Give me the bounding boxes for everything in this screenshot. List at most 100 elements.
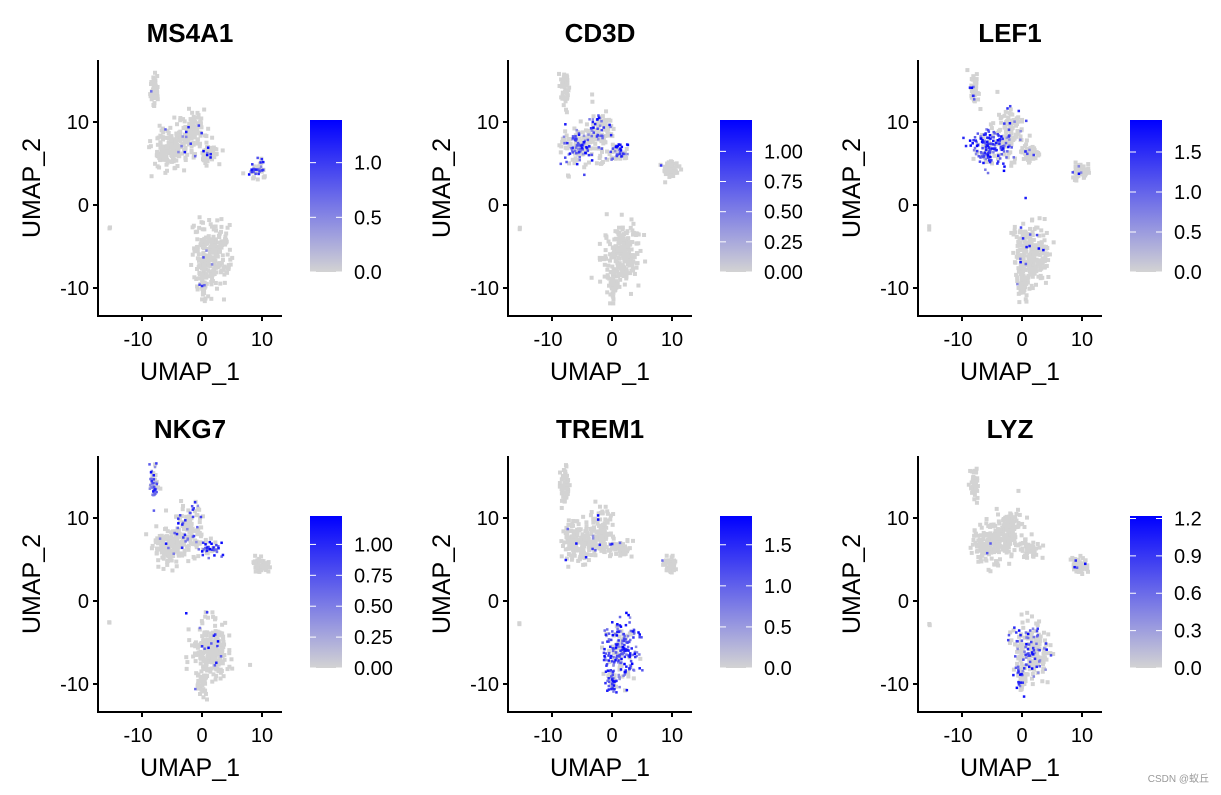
cell-point xyxy=(614,269,619,274)
cell-point xyxy=(203,633,208,638)
cell-point xyxy=(1017,629,1021,632)
cell-point xyxy=(203,691,208,696)
cell-point xyxy=(628,655,631,659)
cell-point xyxy=(182,126,187,131)
cell-point xyxy=(569,541,574,546)
cell-point xyxy=(197,683,202,688)
cell-point xyxy=(1016,673,1021,678)
cell-point xyxy=(1030,554,1035,559)
cell-point xyxy=(1024,663,1028,666)
cell-point xyxy=(196,258,201,263)
cell-point xyxy=(178,118,183,123)
cell-point xyxy=(189,533,194,538)
cell-point xyxy=(1044,642,1048,645)
cell-point xyxy=(630,228,635,233)
cell-point xyxy=(253,560,258,565)
cell-point xyxy=(624,623,628,627)
cell-point xyxy=(604,535,609,540)
cell-point xyxy=(607,680,611,684)
cell-point xyxy=(1018,684,1022,688)
cell-point xyxy=(611,282,616,287)
cell-point xyxy=(1035,623,1040,628)
cell-point xyxy=(202,642,207,647)
cell-point xyxy=(205,655,210,660)
cell-point xyxy=(196,252,201,257)
cell-point xyxy=(1037,545,1042,550)
cell-point xyxy=(973,470,978,475)
cell-point xyxy=(566,546,571,551)
cell-point xyxy=(611,541,616,546)
cell-point xyxy=(199,652,204,657)
x-tick-label: 0 xyxy=(1016,329,1027,351)
cell-point xyxy=(1051,240,1056,245)
cell-point xyxy=(1032,667,1037,672)
cell-point xyxy=(206,247,211,252)
cell-point xyxy=(1031,260,1036,265)
cell-point xyxy=(629,659,633,663)
cell-point xyxy=(1025,610,1030,615)
cell-point xyxy=(979,548,984,553)
cell-point xyxy=(256,164,261,169)
cell-point xyxy=(571,532,576,537)
cell-point xyxy=(1029,240,1034,245)
cell-point xyxy=(579,537,584,542)
cell-point xyxy=(1020,260,1025,265)
cell-point xyxy=(1008,630,1013,635)
cell-point xyxy=(1014,666,1018,669)
cell-point xyxy=(1028,272,1033,277)
cell-point xyxy=(1017,512,1022,517)
cell-point xyxy=(984,145,988,149)
cell-point xyxy=(1082,167,1087,172)
cell-point xyxy=(203,661,208,666)
cell-point xyxy=(250,168,253,171)
cell-point xyxy=(1042,256,1047,261)
cell-point xyxy=(567,85,572,90)
cell-point xyxy=(1003,122,1006,125)
cell-point xyxy=(1044,230,1049,235)
cell-point xyxy=(212,639,217,644)
cell-point xyxy=(597,255,602,260)
cell-point xyxy=(149,485,153,489)
cell-point xyxy=(602,542,607,547)
cell-point xyxy=(563,469,568,474)
cell-point xyxy=(977,537,982,542)
cell-point xyxy=(964,144,968,148)
cell-point xyxy=(200,644,204,648)
cell-point xyxy=(666,168,671,173)
cell-point xyxy=(600,532,605,537)
cell-point xyxy=(1077,168,1082,173)
cell-point xyxy=(609,255,614,260)
cell-point xyxy=(214,147,219,152)
cell-point xyxy=(972,98,976,101)
cell-point xyxy=(153,484,158,489)
cell-point xyxy=(613,244,618,249)
cell-point xyxy=(1017,668,1020,671)
cell-point xyxy=(579,149,582,153)
cell-point xyxy=(610,546,615,551)
cell-point xyxy=(168,138,173,143)
cell-point xyxy=(1015,686,1019,690)
cell-point xyxy=(202,262,207,267)
panel-cd3d: CD3D-10 0 10-10010UMAP_1UMAP_20.000.250.50… xyxy=(428,18,803,386)
cell-point xyxy=(185,152,190,157)
cell-point xyxy=(1036,633,1040,637)
cell-point xyxy=(1027,133,1032,138)
cell-point xyxy=(147,145,152,150)
cell-point xyxy=(570,149,574,152)
cell-point xyxy=(1038,655,1043,660)
cell-point xyxy=(203,688,208,693)
cell-point xyxy=(590,542,595,547)
cell-point xyxy=(638,248,643,253)
cell-point xyxy=(1009,136,1014,141)
cell-point xyxy=(992,143,995,146)
cell-point xyxy=(564,107,569,112)
cell-point xyxy=(1026,544,1031,549)
cell-point xyxy=(205,546,209,549)
cell-point xyxy=(974,486,979,491)
cell-point xyxy=(581,146,586,151)
cell-point xyxy=(619,661,622,665)
cell-point xyxy=(609,675,613,678)
cell-point xyxy=(181,527,186,532)
cell-point xyxy=(597,241,602,246)
cell-point xyxy=(569,147,573,150)
